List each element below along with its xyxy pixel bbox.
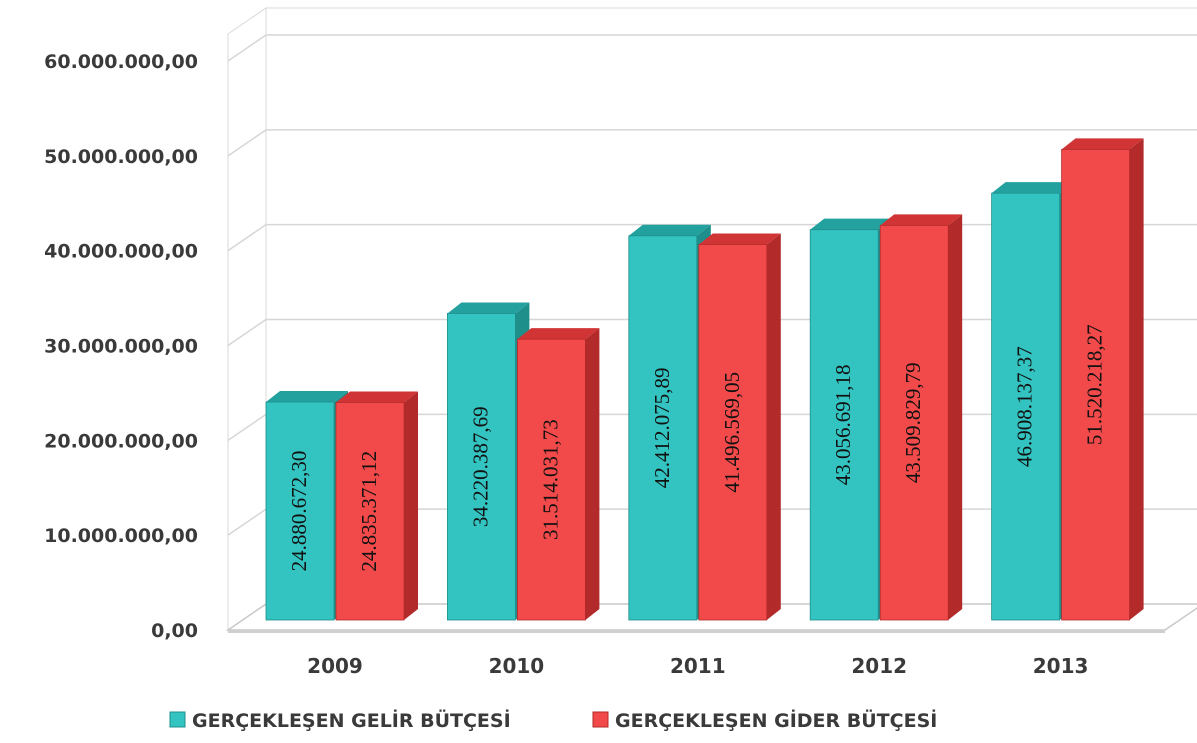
bar-side-1 [404, 391, 418, 620]
gridline-diagonal [227, 224, 267, 252]
x-tick-label: 2009 [307, 654, 363, 678]
x-tick-label: 2011 [670, 654, 726, 678]
gridline-diagonal [227, 129, 267, 157]
data-label: 42.412.075,89 [650, 368, 674, 489]
legend-label: GERÇEKLEŞEN GELİR BÜTÇESİ [192, 708, 511, 732]
bar-side-1 [766, 233, 781, 621]
gridline-diagonal [227, 413, 267, 441]
data-label: 41.496.569,05 [720, 372, 744, 493]
x-tick-label: 2013 [1033, 654, 1089, 678]
y-tick-label: 40.000.000,00 [44, 241, 198, 263]
bar-side-1 [1129, 138, 1144, 620]
bar-side-1 [585, 328, 600, 620]
side-wall [227, 7, 267, 631]
x-tick-label: 2012 [851, 654, 907, 678]
y-tick-label: 60.000.000,00 [44, 51, 198, 73]
bar-top-1 [880, 214, 963, 226]
y-tick-label: 30.000.000,00 [44, 336, 198, 358]
x-tick-label: 2010 [489, 654, 545, 678]
bar-top-1 [698, 233, 781, 245]
gridline-diagonal [227, 508, 267, 536]
legend-swatch [592, 711, 609, 728]
bar-2013-series-1 [1061, 149, 1130, 621]
bar-2010-series-1 [517, 338, 586, 621]
bar-top-0 [810, 218, 893, 230]
bar-top-1 [517, 328, 600, 340]
bar-top-0 [266, 391, 348, 403]
bar-2010-series-0 [446, 313, 516, 621]
floor-edge [228, 630, 1165, 633]
legend-swatch [169, 711, 186, 728]
bar-top-1 [336, 391, 418, 403]
data-label: 51.520.218,27 [1083, 324, 1107, 445]
data-label: 24.835.371,12 [357, 451, 381, 572]
bar-top-0 [628, 224, 711, 236]
gridline-diagonal [227, 318, 267, 347]
data-label: 43.056.691,18 [831, 364, 855, 485]
y-tick-label: 20.000.000,00 [44, 430, 198, 452]
gridline-diagonal [227, 34, 267, 62]
legend-label: GERÇEKLEŞEN GİDER BÜTÇESİ [615, 708, 937, 732]
y-tick-label: 0,00 [151, 620, 198, 642]
data-label: 24.880.672,30 [287, 451, 311, 572]
data-label: 31.514.031,73 [538, 419, 562, 540]
y-tick-label: 50.000.000,00 [44, 146, 198, 168]
data-label: 34.220.387,69 [468, 406, 492, 527]
bar-2009-series-1 [335, 402, 405, 621]
bar-2011-series-0 [628, 235, 698, 621]
bar-2012-series-1 [879, 224, 949, 621]
y-tick-label: 10.000.000,00 [44, 525, 198, 547]
bar-top-1 [1061, 138, 1144, 150]
bar-top-0 [991, 182, 1074, 194]
bar-top-0 [447, 302, 530, 314]
bar-2011-series-1 [698, 244, 768, 621]
data-label: 43.509.829,79 [901, 362, 925, 483]
bar-side-1 [948, 214, 963, 620]
data-label: 46.908.137,37 [1013, 346, 1037, 467]
bar-2009-series-0 [265, 401, 335, 621]
bar-2012-series-0 [809, 229, 879, 621]
bar-2013-series-0 [991, 192, 1060, 621]
